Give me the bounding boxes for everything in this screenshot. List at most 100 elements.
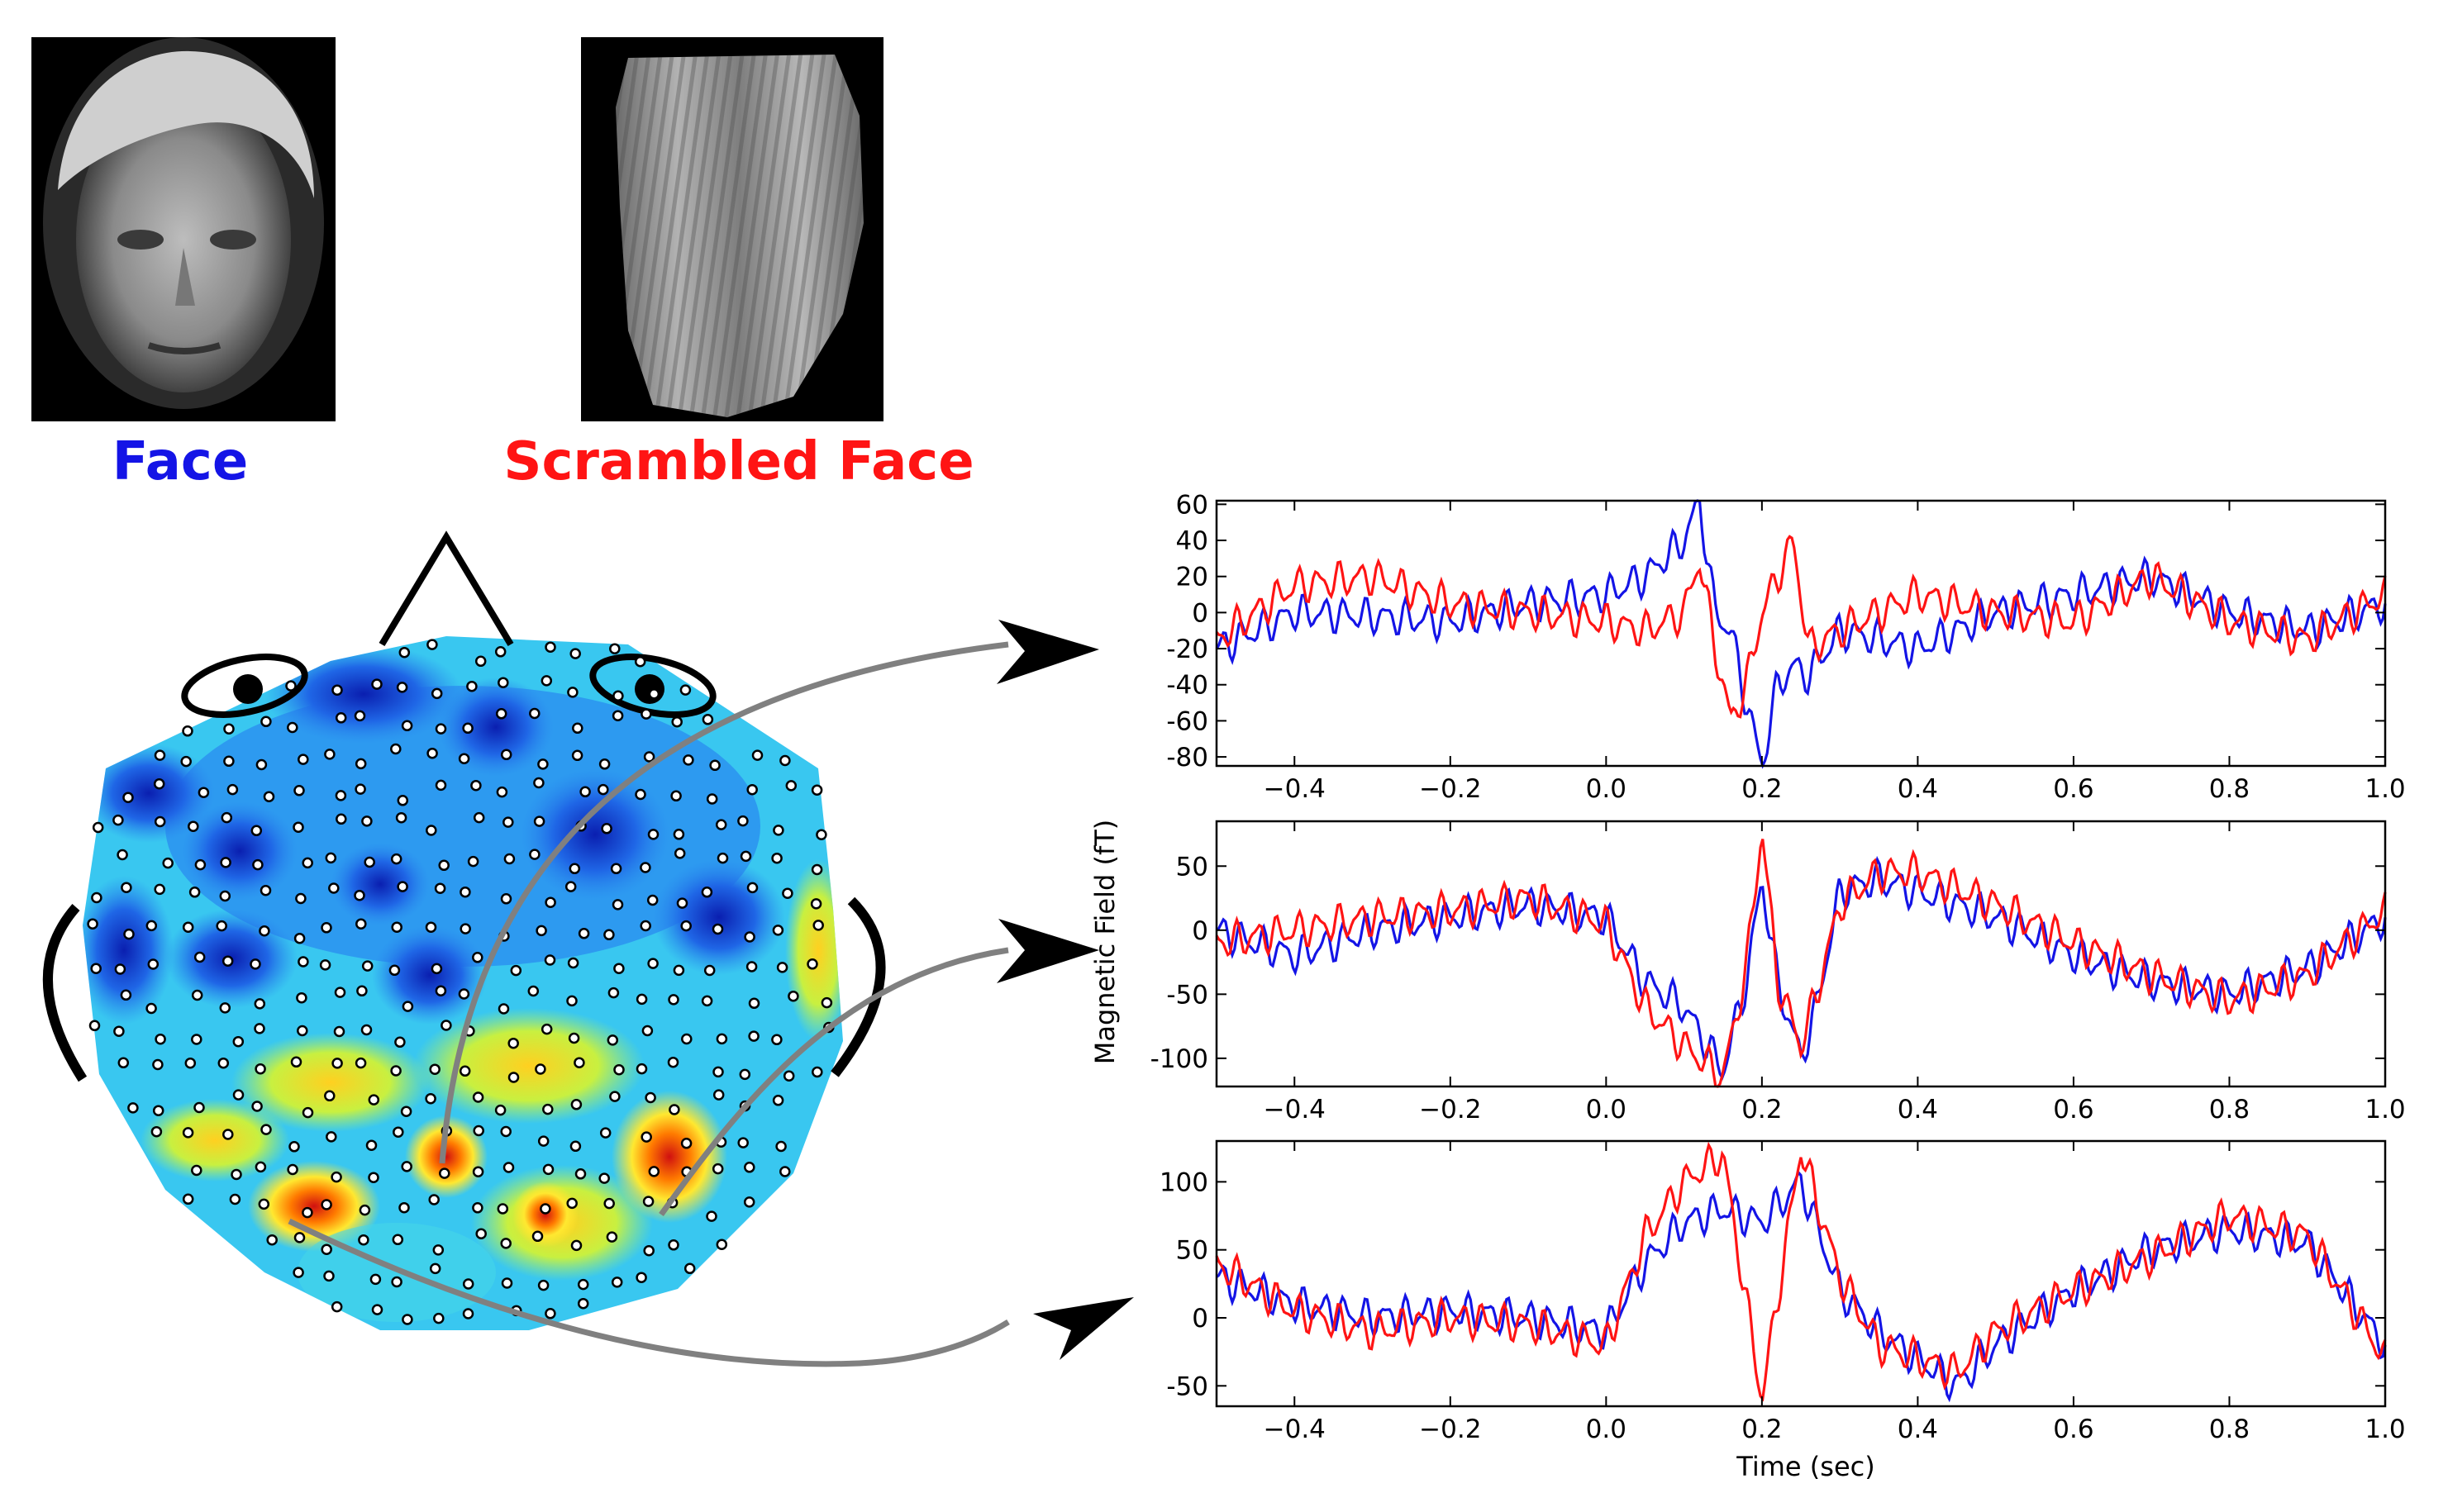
sensor-dot — [739, 1068, 751, 1081]
sensor-dot — [390, 743, 402, 755]
x-tick-label: 0.8 — [2209, 1415, 2250, 1444]
sensor-dot — [635, 788, 646, 801]
x-axis-label: Time (sec) — [1736, 1451, 1874, 1482]
sensor-dot — [667, 1056, 679, 1068]
y-tick-label: -20 — [1166, 635, 1208, 664]
sensor-dot — [712, 1066, 724, 1078]
sensor-dot — [152, 1105, 164, 1116]
sensor-dot — [145, 1002, 157, 1015]
face-label: Face — [112, 431, 249, 492]
sensor-dot — [229, 1193, 241, 1205]
sensor-dot — [460, 923, 471, 934]
sensor-dot — [748, 997, 760, 1010]
sensor-dot — [712, 1163, 724, 1175]
sensor-dot — [671, 716, 683, 728]
sensor-dot — [426, 639, 438, 650]
sensor-dot — [154, 815, 166, 828]
sensor-dot — [182, 725, 193, 737]
sensor-dot — [737, 1137, 749, 1148]
x-tick-label: −0.4 — [1264, 1095, 1326, 1124]
sensor-dot — [609, 643, 621, 654]
sensor-dot — [545, 1308, 556, 1319]
sensor-dot — [333, 1025, 345, 1038]
sensor-dot — [501, 1277, 513, 1289]
y-tick-label: 0 — [1192, 1304, 1208, 1334]
sensor-dot — [536, 925, 547, 937]
sensor-dot — [540, 1203, 551, 1215]
sensor-dot — [216, 920, 227, 932]
plot-frame — [1215, 820, 2387, 1088]
sensor-dot — [438, 859, 450, 872]
sensor-dot — [428, 1194, 440, 1205]
arrow-to-bottom-panel — [288, 1218, 1010, 1367]
x-tick-label: −0.2 — [1419, 774, 1481, 804]
sensor-dot — [354, 889, 365, 901]
sensor-dot — [394, 1036, 406, 1048]
sensor-dot — [745, 961, 758, 972]
sensor-dot — [670, 790, 682, 802]
sensor-dot — [541, 675, 553, 687]
sensor-dot — [641, 1131, 652, 1143]
sensor-dot — [293, 932, 306, 944]
sensor-dot — [392, 1234, 404, 1246]
sensor-dot — [122, 792, 134, 803]
sensor-dot — [537, 1279, 550, 1291]
sensor-dot — [433, 1312, 445, 1324]
sensor-dot — [402, 1001, 414, 1012]
sensor-dot — [285, 680, 297, 692]
sensor-dot — [544, 954, 556, 966]
sensor-dot — [647, 958, 659, 969]
sensor-dot — [773, 825, 784, 836]
sensor-dot — [92, 821, 104, 834]
sensor-dot — [356, 985, 368, 997]
sensor-dot — [295, 892, 307, 905]
sensor-dot — [293, 1267, 304, 1278]
sensor-dot — [425, 921, 437, 933]
sensor-dot — [612, 710, 624, 721]
chart-panel-1: 60 40 20 0 -20 -40 -60 -80 −0.4 −0.2 0.0 0.2 0.4 0.6 0… — [1166, 490, 2405, 804]
sensor-dot — [258, 1198, 270, 1210]
sensor-dot — [772, 925, 784, 936]
arrow-to-middle-panel — [659, 947, 1009, 1217]
sensor-dot — [217, 1057, 230, 1069]
sensor-dot — [293, 1232, 306, 1243]
arrowhead-bottom — [1033, 1297, 1134, 1360]
sensor-dot — [355, 783, 366, 795]
sensor-dot — [611, 1277, 623, 1288]
x-tick-label: 0.8 — [2209, 774, 2250, 804]
chart-panel-3: 100 50 0 -50 −0.4 −0.2 0.0 0.2 0.4 0.6 0.8 1.0 — [1160, 1139, 2406, 1444]
sensor-dot — [603, 1197, 615, 1210]
sensor-dot — [472, 1091, 484, 1103]
sensor-dot — [673, 829, 685, 840]
sensor-dot — [154, 749, 166, 761]
sensor-dot — [779, 1166, 791, 1177]
sensor-dot — [184, 1057, 197, 1069]
sensor-dot — [120, 989, 132, 1001]
sensor-dot — [613, 1063, 625, 1076]
sensor-dot — [117, 849, 128, 861]
sensor-dot — [643, 1244, 655, 1257]
sensor-dot — [811, 863, 823, 876]
sensor-dot — [715, 819, 727, 830]
sensor-dot — [496, 786, 508, 798]
y-tick-label: 40 — [1176, 526, 1208, 556]
sensor-dot — [598, 1172, 610, 1184]
sensor-dot — [460, 886, 471, 898]
sensor-dot — [641, 1025, 654, 1037]
sensor-dot — [541, 1023, 553, 1035]
sensor-dot — [369, 1273, 382, 1286]
sensor-dot — [676, 897, 688, 909]
sensor-dot — [154, 883, 165, 896]
sensor-dot — [335, 790, 347, 801]
sensor-dot — [648, 1166, 660, 1177]
sensor-dot — [472, 952, 483, 963]
sensor-dot — [254, 998, 266, 1010]
scrambled-face-label: Scrambled Face — [503, 431, 974, 492]
sensor-dot — [388, 964, 401, 977]
sensor-dot — [114, 963, 126, 975]
sensor-dot — [668, 1239, 679, 1251]
sensor-dot — [112, 814, 124, 826]
sensor-dot — [606, 1231, 618, 1243]
sensor-dot — [364, 856, 375, 868]
